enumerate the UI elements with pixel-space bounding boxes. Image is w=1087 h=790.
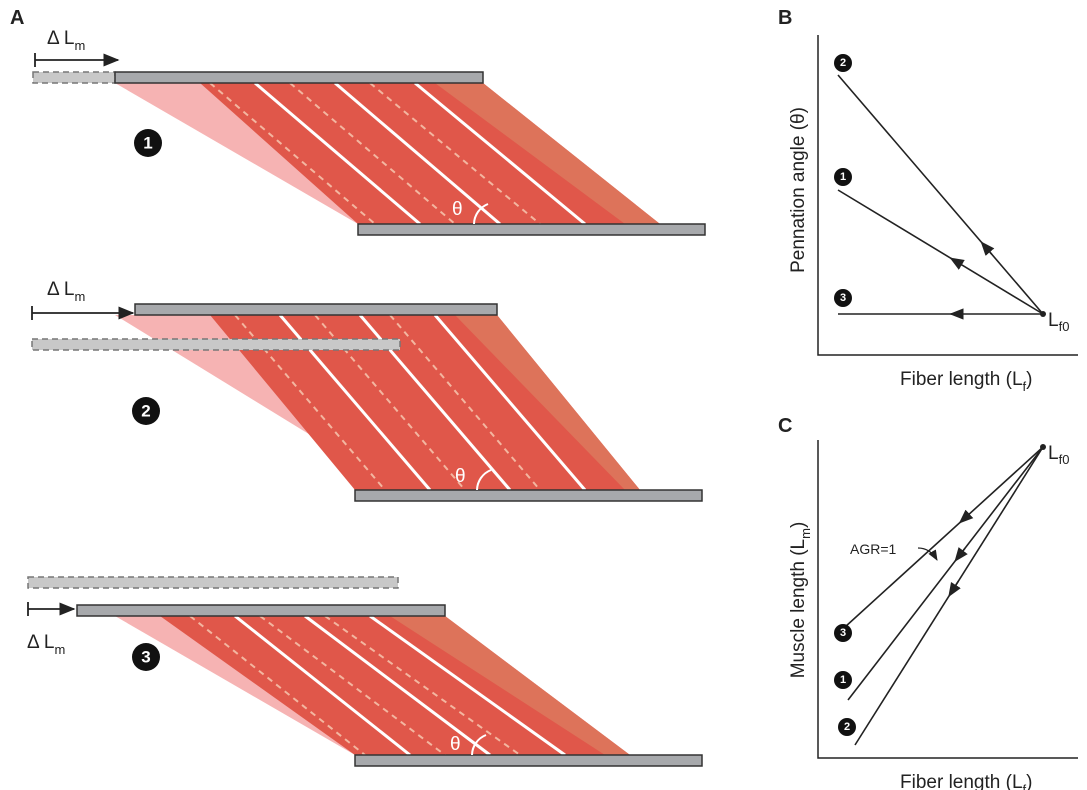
annotation-pointer	[917, 547, 938, 561]
fiber-old	[259, 615, 446, 756]
badge	[834, 54, 852, 72]
origin-label-part: f0	[1059, 452, 1070, 467]
aponeurosis-bottom	[357, 223, 706, 236]
aponeurosis-bottom	[354, 754, 703, 767]
x-axis-label-part: Fiber length (L	[900, 369, 1023, 390]
badge	[834, 289, 852, 307]
origin-label-part: f0	[1059, 319, 1070, 334]
x-axis-label-part: f	[1023, 379, 1027, 394]
delta-label: Δ Lm	[27, 632, 65, 657]
angle-label: θ	[455, 466, 466, 487]
x-axis-label-part: f	[1023, 782, 1027, 790]
panel-label: C	[778, 415, 792, 437]
direction-arrow	[949, 257, 965, 270]
badge	[132, 643, 160, 671]
muscle-shift	[455, 315, 640, 490]
aponeurosis-ghost	[32, 71, 116, 84]
angle-arc	[473, 203, 489, 225]
badge	[834, 671, 852, 689]
fiber-old	[389, 314, 541, 491]
delta-label-part: m	[75, 289, 86, 304]
fiber-old	[189, 615, 366, 756]
y-axis-label-part: m	[798, 528, 813, 539]
fiber	[254, 81, 421, 226]
aponeurosis-top	[76, 604, 446, 617]
badge-text: 2	[141, 402, 150, 421]
origin-label-part: L	[1048, 310, 1059, 331]
muscle	[160, 616, 630, 755]
badge	[838, 718, 856, 736]
muscle-shift	[435, 83, 660, 224]
y-axis-label: Pennation angle (θ)	[788, 107, 809, 273]
direction-arrow	[958, 509, 974, 524]
delta-label: Δ Lm	[47, 279, 85, 304]
delta-label: Δ Lm	[47, 28, 85, 53]
angle-arc	[471, 734, 487, 756]
y-axis-label: Muscle length (Lm)	[788, 522, 813, 679]
aponeurosis-top	[134, 303, 498, 316]
fiber	[334, 81, 501, 226]
delta-label-part: Δ L	[47, 279, 75, 300]
delta-label-part: m	[75, 38, 86, 53]
panel-label: B	[778, 7, 792, 29]
badge-text: 1	[840, 171, 846, 183]
badge-text: 1	[143, 134, 152, 153]
aponeurosis-bottom	[354, 489, 703, 502]
fiber-old	[324, 615, 521, 756]
badge	[132, 397, 160, 425]
x-axis-label: Fiber length (Lf)	[900, 369, 1032, 394]
graph-line	[847, 446, 1044, 701]
badge	[834, 624, 852, 642]
badge-text: 3	[141, 648, 150, 667]
panel-label: A	[10, 7, 24, 29]
muscle	[200, 83, 660, 224]
angle-label: θ	[450, 734, 461, 755]
fiber-old	[369, 82, 541, 225]
fiber	[234, 614, 411, 757]
origin-label: Lf0	[1048, 443, 1069, 467]
axes	[817, 440, 1078, 759]
aponeurosis-top	[114, 71, 484, 84]
fiber	[433, 314, 587, 491]
badge-text: 3	[840, 627, 846, 639]
y-axis-label-part: Muscle length (L	[788, 539, 809, 678]
annotation: AGR=1	[850, 541, 897, 557]
fiber	[369, 614, 566, 757]
badge-text: 2	[840, 57, 846, 69]
graph-line	[844, 446, 1044, 628]
axes	[817, 35, 1078, 356]
delta-label-part: m	[55, 642, 66, 657]
delta-label-part: Δ L	[27, 632, 55, 653]
graph-line	[837, 74, 1044, 315]
angle-arc	[476, 469, 492, 491]
graph-line	[837, 189, 1044, 315]
badge-text: 2	[844, 721, 850, 733]
x-axis-label-part: Fiber length (L	[900, 772, 1023, 790]
badge	[134, 129, 162, 157]
origin-label: Lf0	[1048, 310, 1069, 334]
badge-text: 3	[840, 292, 846, 304]
fiber	[414, 81, 586, 226]
muscle-shift	[390, 616, 630, 755]
direction-arrow	[948, 580, 961, 598]
direction-arrow	[954, 547, 968, 562]
badge-text: 1	[840, 674, 846, 686]
delta-label-part: Δ L	[47, 28, 75, 49]
aponeurosis-ghost	[31, 338, 401, 351]
origin-label-part: L	[1048, 443, 1059, 464]
angle-label: θ	[452, 199, 463, 220]
fiber	[304, 614, 491, 757]
y-axis-label-part: )	[788, 522, 809, 528]
x-axis-label: Fiber length (Lf)	[900, 772, 1032, 790]
badge	[834, 168, 852, 186]
x-axis-label-part: )	[1026, 369, 1032, 390]
aponeurosis-ghost	[27, 576, 399, 589]
fiber-old	[289, 82, 456, 225]
x-axis-label-part: )	[1026, 772, 1032, 790]
direction-arrow	[980, 241, 995, 256]
fiber-old	[209, 82, 376, 225]
